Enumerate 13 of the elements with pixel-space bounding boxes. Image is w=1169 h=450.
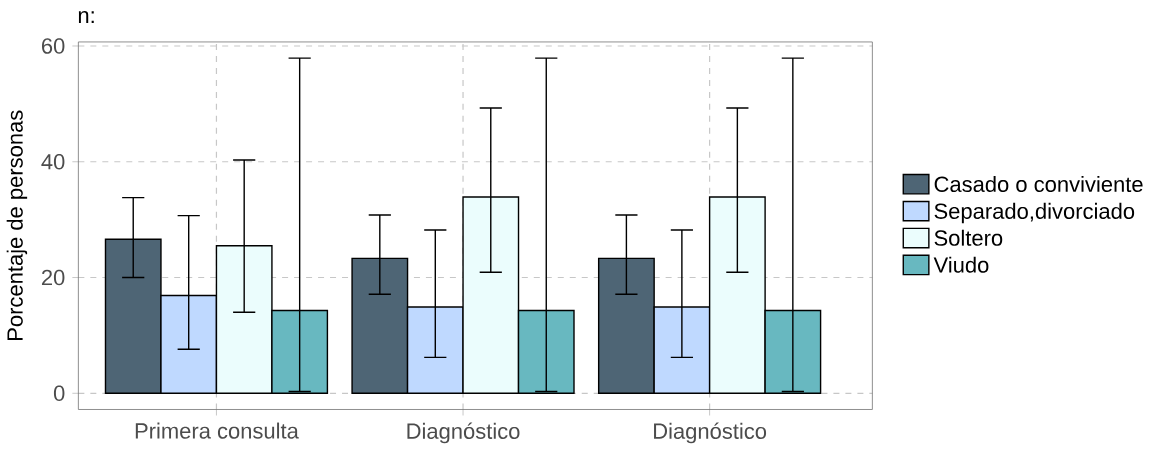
- x-tick-label: Diagnóstico: [407, 422, 520, 444]
- legend-label: Separado,divorciado: [934, 202, 1135, 224]
- x-tick-label: Primera consulta: [135, 422, 299, 439]
- y-tick-label: 40: [41, 154, 65, 170]
- chart-title: n:: [78, 11, 94, 23]
- legend-label: Soltero: [934, 229, 1003, 246]
- y-tick-label: 60: [42, 38, 65, 54]
- x-tick-label: Diagnóstico: [654, 422, 767, 444]
- legend-label: Casado o conviviente: [934, 175, 1143, 193]
- legend-label: Viudo: [933, 256, 989, 273]
- y-tick-label: 0: [53, 385, 65, 402]
- y-axis-title: Porcentaje de personas: [6, 110, 28, 340]
- y-tick-label: 20: [41, 269, 65, 286]
